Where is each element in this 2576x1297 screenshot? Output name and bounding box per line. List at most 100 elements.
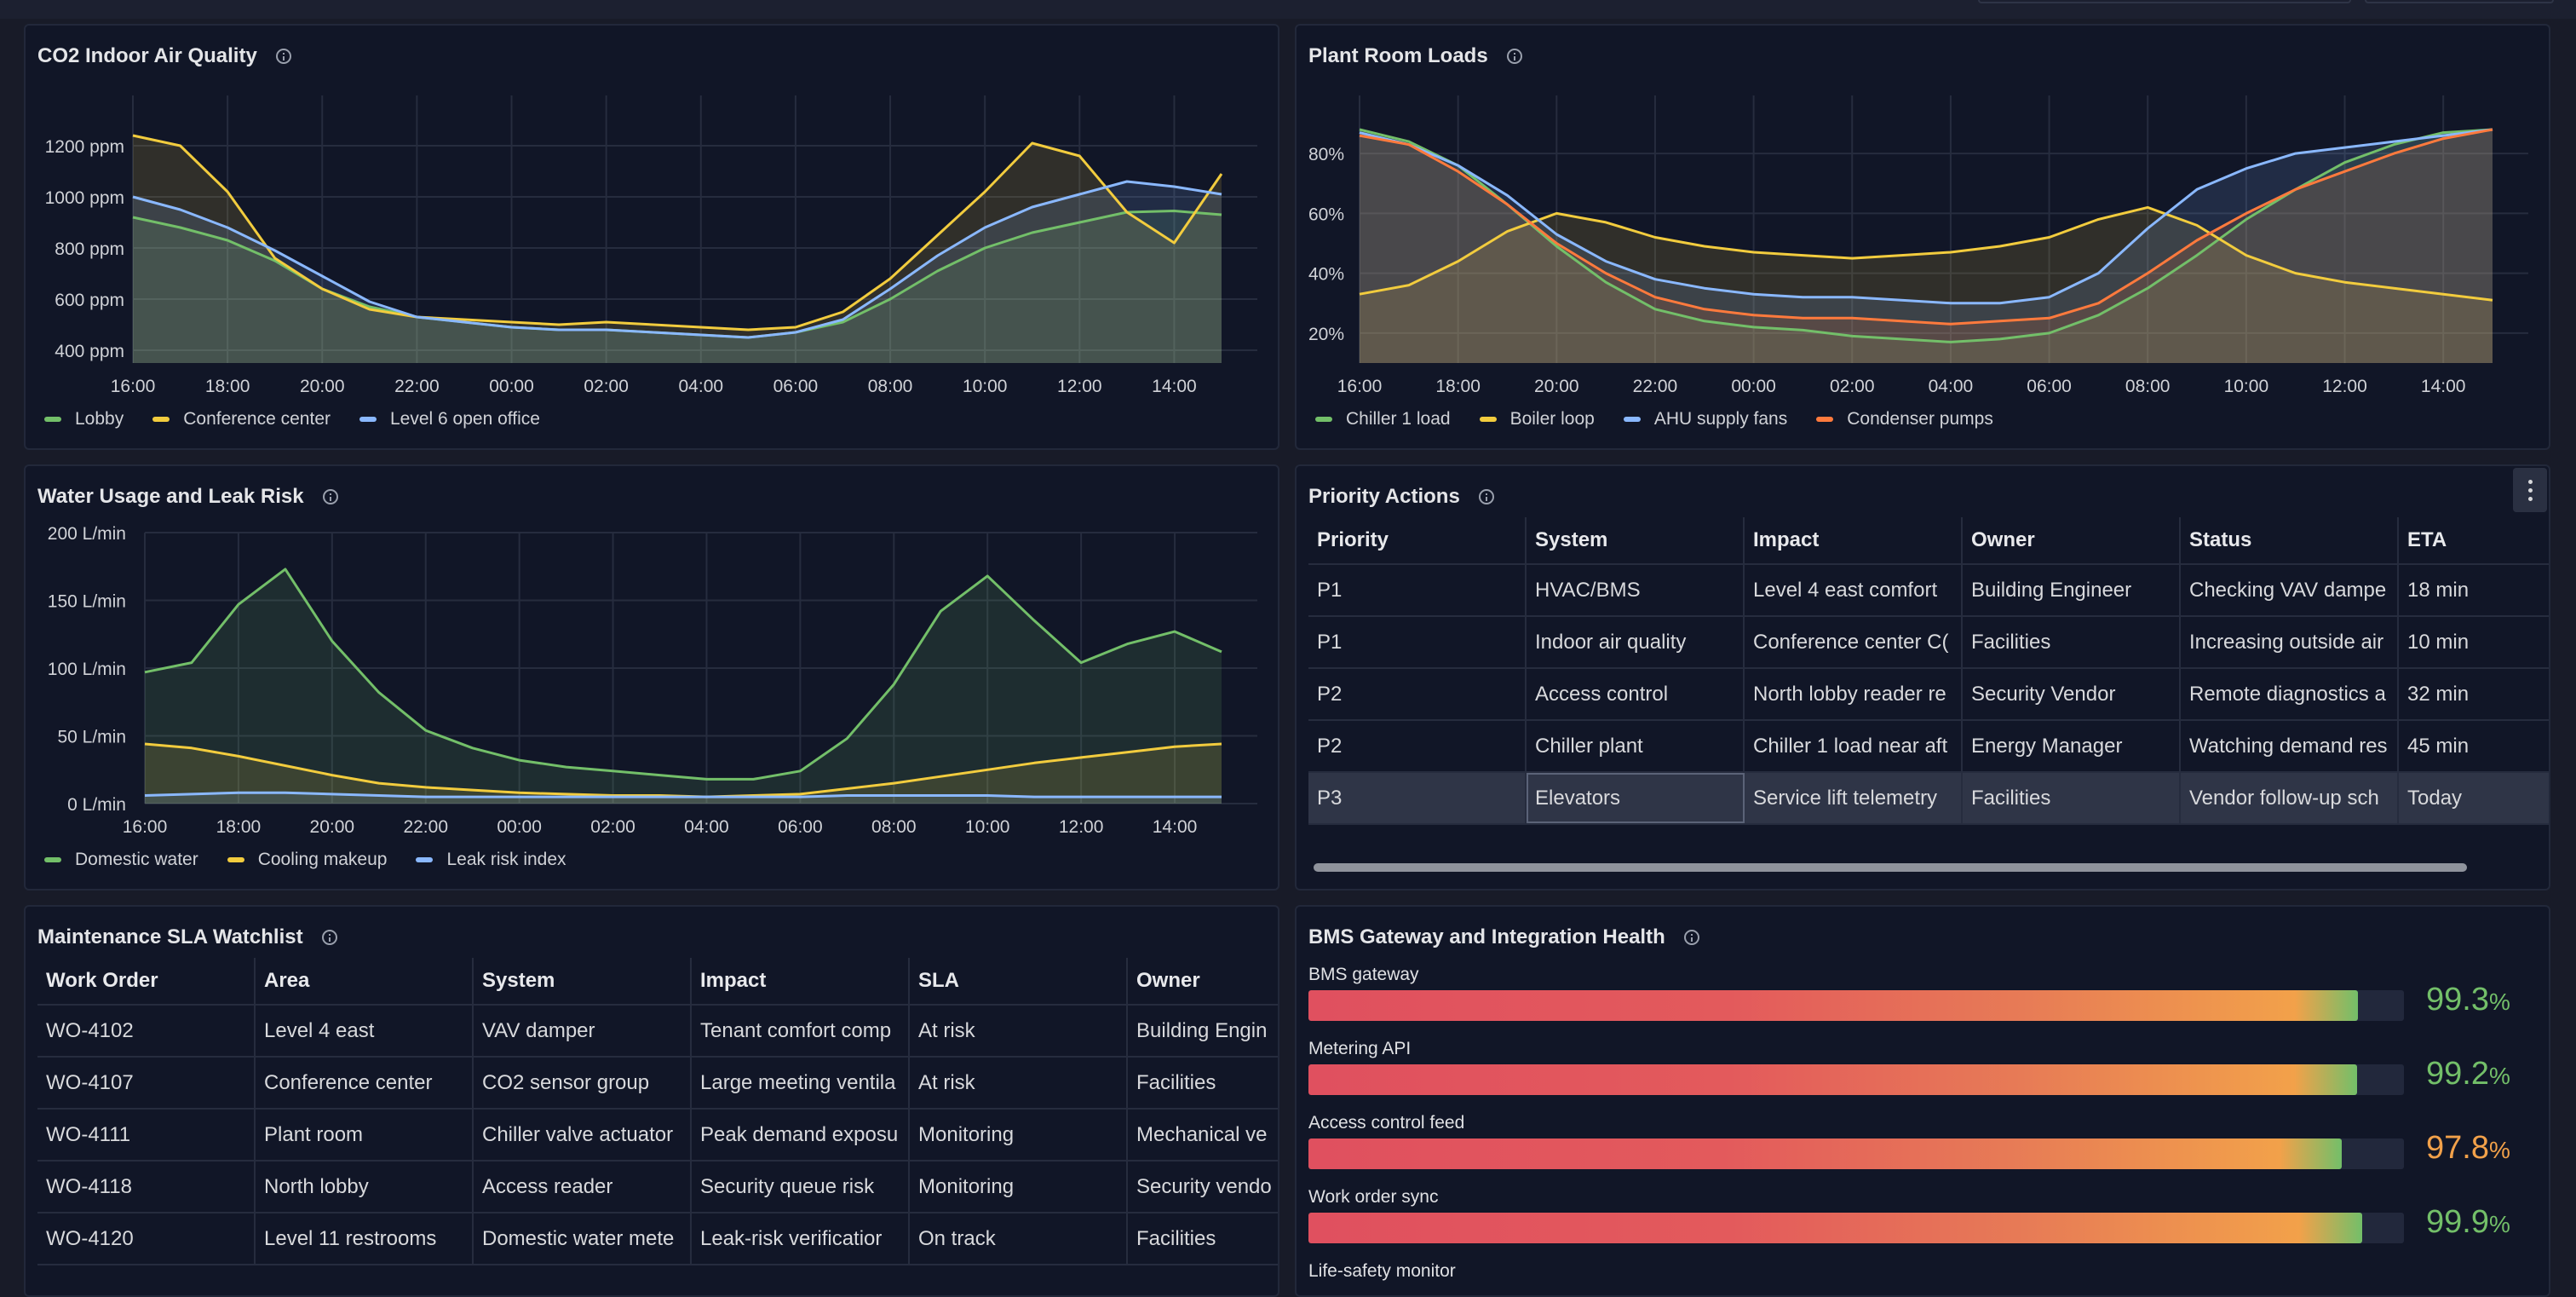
column-header-status[interactable]: Status [2181, 517, 2399, 563]
table-cell-impact[interactable]: North lobby reader re [1745, 669, 1963, 719]
table-horizontal-scrollbar[interactable] [1314, 863, 2467, 872]
table-cell-eta[interactable]: 10 min [2407, 630, 2470, 654]
table-cell-eta[interactable]: 18 min [2407, 578, 2470, 602]
table-cell-eta[interactable]: Today [2407, 786, 2463, 810]
table-row[interactable]: P2 Access control North lobby reader re Sec… [1308, 669, 2549, 721]
column-header-system[interactable]: System [1527, 517, 1745, 563]
table-cell-work-order[interactable]: WO-4120 [37, 1213, 256, 1264]
table-row[interactable]: P1 HVAC/BMS Level 4 east comfort Building E… [1308, 565, 2549, 617]
table-cell-area[interactable]: Conference center [256, 1058, 474, 1108]
table-cell-priority[interactable]: P1 [1308, 617, 1527, 667]
legend-item-boiler-loop[interactable]: Boiler loop [1479, 409, 1595, 429]
legend-item-chiller-1-load[interactable]: Chiller 1 load [1315, 409, 1451, 429]
info-icon[interactable] [275, 49, 291, 64]
table-cell-impact[interactable]: Security queue risk [692, 1162, 910, 1212]
table-cell-owner[interactable]: Facilities [1963, 617, 2181, 667]
column-header-area[interactable]: Area [256, 958, 474, 1004]
table-cell-owner[interactable]: Facilities [1963, 773, 2181, 823]
table-cell-owner[interactable]: Security Vendor [1963, 669, 2181, 719]
column-header-eta[interactable]: ETA [2407, 528, 2447, 551]
table-cell-area[interactable]: Plant room [256, 1110, 474, 1160]
table-cell-impact[interactable]: Level 4 east comfort [1745, 565, 1963, 615]
table-cell-owner[interactable]: Energy Manager [1963, 721, 2181, 771]
table-cell-priority[interactable]: P1 [1308, 565, 1527, 615]
table-cell-work-order[interactable]: WO-4118 [37, 1162, 256, 1212]
table-cell-owner[interactable]: Facilities [1136, 1226, 1216, 1250]
table-cell-system[interactable]: Chiller plant [1527, 721, 1745, 771]
table-cell-sla[interactable]: At risk [910, 1006, 1128, 1056]
series-line-level-6-open-office[interactable] [132, 180, 1222, 339]
table-row[interactable]: P2 Chiller plant Chiller 1 load near aft En… [1308, 721, 2549, 773]
table-cell-status[interactable]: Increasing outside air [2181, 617, 2399, 667]
legend-item-leak-risk-index[interactable]: Leak risk index [416, 850, 566, 870]
table-cell-sla[interactable]: Monitoring [910, 1162, 1128, 1212]
table-cell-impact[interactable]: Leak-risk verificatior [692, 1213, 910, 1264]
table-cell-work-order[interactable]: WO-4102 [37, 1006, 256, 1056]
table-cell-system[interactable]: HVAC/BMS [1527, 565, 1745, 615]
table-cell-impact[interactable]: Large meeting ventila [692, 1058, 910, 1108]
table-row[interactable]: WO-4120 Level 11 restrooms Domestic water … [37, 1213, 1278, 1265]
table-cell-priority[interactable]: P2 [1308, 721, 1527, 771]
column-header-work-order[interactable]: Work Order [37, 958, 256, 1004]
table-row[interactable]: P3 Elevators Service lift telemetry Facilit… [1308, 773, 2549, 825]
table-cell-sla[interactable]: At risk [910, 1058, 1128, 1108]
table-cell-system[interactable]: Chiller valve actuator [474, 1110, 692, 1160]
column-header-owner[interactable]: Owner [1136, 969, 1200, 992]
column-header-priority[interactable]: Priority [1308, 517, 1527, 563]
series-line-conference-center[interactable] [132, 134, 1223, 331]
panel-menu-icon[interactable] [2513, 468, 2547, 512]
table-cell-system[interactable]: Access control [1527, 669, 1745, 719]
table-cell-impact[interactable]: Tenant comfort comp [692, 1006, 910, 1056]
legend-item-condenser-pumps[interactable]: Condenser pumps [1816, 409, 1993, 429]
table-row[interactable]: P1 Indoor air quality Conference center C(… [1308, 617, 2549, 669]
table-cell-sla[interactable]: Monitoring [910, 1110, 1128, 1160]
table-cell-system[interactable]: CO2 sensor group [474, 1058, 692, 1108]
table-cell-impact[interactable]: Conference center C( [1745, 617, 1963, 667]
table-row[interactable]: WO-4102 Level 4 east VAV damper Tenant comf… [37, 1006, 1278, 1058]
info-icon[interactable] [1683, 930, 1699, 945]
column-header-impact[interactable]: Impact [692, 958, 910, 1004]
series-line-leak-risk-index[interactable] [144, 791, 1222, 798]
table-cell-owner[interactable]: Security vendo [1136, 1174, 1272, 1198]
table-cell-owner[interactable]: Building Engineer [1963, 565, 2181, 615]
table-cell-impact[interactable]: Chiller 1 load near aft [1745, 721, 1963, 771]
table-cell-status[interactable]: Remote diagnostics a [2181, 669, 2399, 719]
table-cell-work-order[interactable]: WO-4107 [37, 1058, 256, 1108]
table-row[interactable]: WO-4111 Plant room Chiller valve actuator P… [37, 1110, 1278, 1162]
table-cell-owner[interactable]: Facilities [1136, 1070, 1216, 1094]
info-icon[interactable] [1506, 49, 1522, 64]
legend-item-cooling-makeup[interactable]: Cooling makeup [227, 850, 387, 870]
table-cell-priority[interactable]: P2 [1308, 669, 1527, 719]
table-cell-system[interactable]: Elevators [1527, 773, 1745, 823]
legend-item-ahu-supply-fans[interactable]: AHU supply fans [1623, 409, 1787, 429]
table-cell-sla[interactable]: On track [910, 1213, 1128, 1264]
time-range-picker[interactable] [1978, 0, 2351, 3]
info-icon[interactable] [322, 489, 338, 504]
table-cell-system[interactable]: Access reader [474, 1162, 692, 1212]
series-line-ahu-supply-fans[interactable] [1359, 128, 2493, 305]
table-cell-status[interactable]: Checking VAV dampe [2181, 565, 2399, 615]
table-cell-area[interactable]: Level 4 east [256, 1006, 474, 1056]
table-cell-impact[interactable]: Service lift telemetry [1745, 773, 1963, 823]
table-cell-eta[interactable]: 32 min [2407, 682, 2470, 706]
table-cell-work-order[interactable]: WO-4111 [37, 1110, 256, 1160]
column-header-system[interactable]: System [474, 958, 692, 1004]
info-icon[interactable] [1478, 489, 1494, 504]
info-icon[interactable] [321, 930, 337, 945]
table-row[interactable]: WO-4118 North lobby Access reader Security … [37, 1162, 1278, 1213]
series-line-domestic-water[interactable] [144, 568, 1222, 781]
legend-item-level-6-open-office[interactable]: Level 6 open office [359, 409, 540, 429]
column-header-sla[interactable]: SLA [910, 958, 1128, 1004]
table-cell-system[interactable]: VAV damper [474, 1006, 692, 1056]
table-cell-system[interactable]: Domestic water mete [474, 1213, 692, 1264]
legend-item-lobby[interactable]: Lobby [44, 409, 124, 429]
refresh-button[interactable] [2365, 0, 2554, 3]
table-cell-priority[interactable]: P3 [1308, 773, 1527, 823]
table-cell-owner[interactable]: Building Engin [1136, 1018, 1268, 1042]
table-row[interactable]: WO-4107 Conference center CO2 sensor group… [37, 1058, 1278, 1110]
column-header-impact[interactable]: Impact [1745, 517, 1963, 563]
table-cell-status[interactable]: Watching demand res [2181, 721, 2399, 771]
table-cell-eta[interactable]: 45 min [2407, 734, 2470, 758]
table-cell-owner[interactable]: Mechanical ve [1136, 1122, 1268, 1146]
table-cell-status[interactable]: Vendor follow-up sch [2181, 773, 2399, 823]
